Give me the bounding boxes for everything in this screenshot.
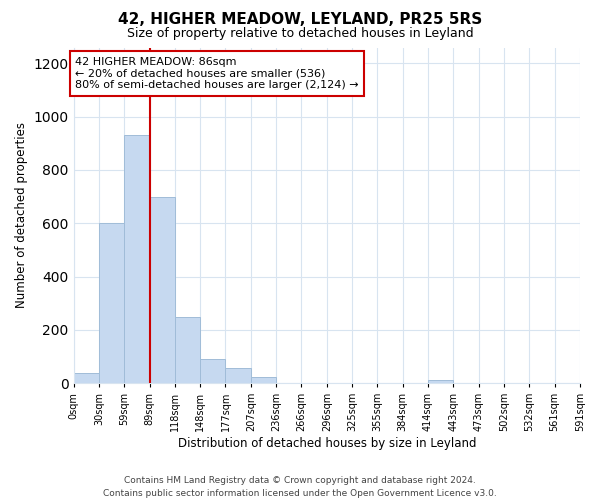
Bar [74, 373, 99, 383]
Text: Contains HM Land Registry data © Crown copyright and database right 2024.
Contai: Contains HM Land Registry data © Crown c… [103, 476, 497, 498]
Bar [428, 380, 454, 383]
Text: 42 HIGHER MEADOW: 86sqm
← 20% of detached houses are smaller (536)
80% of semi-d: 42 HIGHER MEADOW: 86sqm ← 20% of detache… [75, 57, 359, 90]
Bar [251, 377, 276, 383]
Bar [226, 368, 251, 383]
Text: 42, HIGHER MEADOW, LEYLAND, PR25 5RS: 42, HIGHER MEADOW, LEYLAND, PR25 5RS [118, 12, 482, 28]
Bar [149, 196, 175, 383]
Text: Size of property relative to detached houses in Leyland: Size of property relative to detached ho… [127, 28, 473, 40]
X-axis label: Distribution of detached houses by size in Leyland: Distribution of detached houses by size … [178, 437, 476, 450]
Bar [200, 359, 226, 383]
Bar [175, 317, 200, 383]
Bar [99, 224, 124, 383]
Bar [124, 136, 149, 383]
Y-axis label: Number of detached properties: Number of detached properties [15, 122, 28, 308]
